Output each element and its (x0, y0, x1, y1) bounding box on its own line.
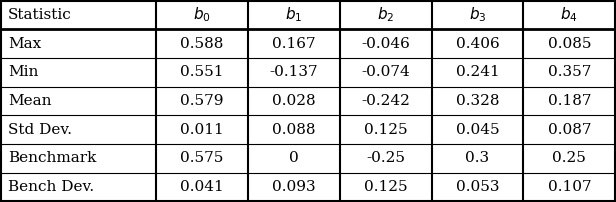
Text: 0.588: 0.588 (180, 37, 224, 51)
Text: 0.406: 0.406 (456, 37, 500, 51)
Text: 0.575: 0.575 (180, 151, 224, 165)
Text: 0: 0 (289, 151, 299, 165)
Text: Min: Min (8, 65, 38, 79)
Text: $b_3$: $b_3$ (469, 6, 486, 24)
Text: 0.088: 0.088 (272, 123, 315, 137)
Text: $b_4$: $b_4$ (561, 6, 578, 24)
Text: -0.137: -0.137 (270, 65, 318, 79)
Text: 0.028: 0.028 (272, 94, 315, 108)
Text: 0.357: 0.357 (548, 65, 591, 79)
Text: 0.25: 0.25 (553, 151, 586, 165)
Text: 0.125: 0.125 (364, 123, 408, 137)
Text: $b_1$: $b_1$ (285, 6, 302, 24)
Text: 0.125: 0.125 (364, 180, 408, 194)
Text: Mean: Mean (8, 94, 52, 108)
Text: 0.093: 0.093 (272, 180, 315, 194)
Text: 0.187: 0.187 (548, 94, 591, 108)
Text: 0.3: 0.3 (466, 151, 490, 165)
Text: Max: Max (8, 37, 41, 51)
Text: 0.167: 0.167 (272, 37, 315, 51)
Text: 0.085: 0.085 (548, 37, 591, 51)
Text: 0.053: 0.053 (456, 180, 500, 194)
Text: 0.041: 0.041 (180, 180, 224, 194)
Text: -0.074: -0.074 (362, 65, 410, 79)
Text: -0.25: -0.25 (366, 151, 405, 165)
Text: 0.087: 0.087 (548, 123, 591, 137)
Text: 0.045: 0.045 (456, 123, 500, 137)
Text: -0.242: -0.242 (361, 94, 410, 108)
Text: $b_0$: $b_0$ (193, 6, 211, 24)
Text: Statistic: Statistic (8, 8, 72, 22)
Text: Benchmark: Benchmark (8, 151, 97, 165)
Text: 0.551: 0.551 (180, 65, 224, 79)
Text: Std Dev.: Std Dev. (8, 123, 72, 137)
Text: Bench Dev.: Bench Dev. (8, 180, 94, 194)
Text: 0.011: 0.011 (180, 123, 224, 137)
Text: 0.579: 0.579 (180, 94, 224, 108)
Text: -0.046: -0.046 (361, 37, 410, 51)
Text: 0.328: 0.328 (456, 94, 500, 108)
Text: 0.241: 0.241 (456, 65, 500, 79)
Text: 0.107: 0.107 (548, 180, 591, 194)
Text: $b_2$: $b_2$ (377, 6, 394, 24)
